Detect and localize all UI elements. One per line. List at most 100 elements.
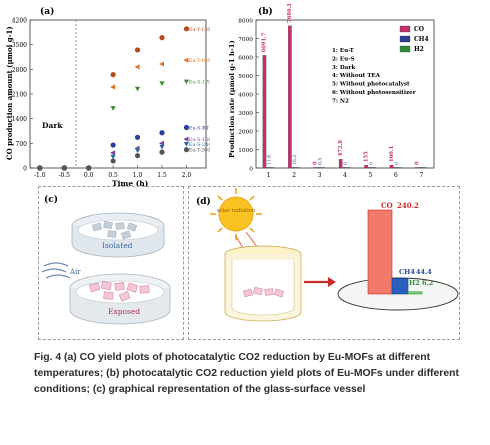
d-ch4-value: 44.4 [416,268,432,276]
b-legend-label: CH4 [414,36,429,43]
chart-b-yticks: 0 1000 2000 3000 4000 5000 6000 7000 8000 [238,19,259,173]
b-ytick-label: 1000 [238,148,253,154]
a-point [183,57,189,63]
b-xtick-label: 3 [318,172,322,179]
b-bar [266,167,271,169]
b-bar [364,165,368,169]
d-co-label: CO [381,201,393,210]
b-bar-label: 0 [414,161,420,165]
panel-d-box [188,186,460,340]
chart-a: (a) Dark CO production amount (μmol g-1)… [5,6,210,188]
chart-a-xticks: -1.0 -0.5 0.0 0.5 1.0 1.5 2.0 [34,165,191,179]
panel-c-label: (c) [44,194,58,205]
isolated-label: Isolated [102,241,133,250]
a-point [183,142,190,147]
b-small-label: 11.6 [267,155,273,165]
b-bar [292,167,296,169]
a-series-label: Eu-S-244 [189,142,210,148]
b-bar [397,167,402,169]
b-bar [423,167,427,169]
a-point [61,165,67,171]
chart-a-xlabel: Time (h) [112,179,148,188]
figure-caption: Fig. 4 (a) CO yield plots of photocataly… [34,350,462,398]
chart-b-legend: CO CH4 H2 [399,25,429,53]
a-point [183,147,190,153]
b-xtick-label: 7 [419,172,423,179]
b-bar-label: 155 [363,151,369,162]
b-bar [288,25,292,169]
chart-b-conditions: 1: Eu-T 2: Eu-S 3: Dark 4: Without TEA 5: Wi… [332,48,416,104]
b-small-label: 0 [343,162,349,165]
d-h2-value: 6.2 [422,279,433,287]
a-point [159,149,165,155]
a-point [86,165,92,171]
b-ytick-label: 7000 [238,37,253,43]
b-ytick-label: 8000 [238,19,253,25]
b-bar-label: 472.8 [338,140,344,157]
b-bar [270,167,275,169]
a-point [159,140,164,146]
a-point [159,61,164,67]
a-xtick-label: 1.5 [157,172,167,179]
b-ytick-label: 4000 [238,93,253,99]
b-bar [415,167,419,169]
b-xtick-label: 5 [368,172,372,179]
isolated-dish: Isolated [71,212,165,258]
d-co-value: 240.2 [397,201,419,210]
a-point [110,150,116,156]
a-point [110,106,116,111]
chart-a-frame [29,19,207,169]
b-bar [317,167,322,169]
a-point [134,148,141,153]
a-series-label: Eu-T-105 [189,58,210,64]
a-point [159,130,165,136]
b-ytick-label: 3000 [238,111,253,117]
b-bar [338,159,343,169]
chart-b: (b) Production rate (μmol g-1 h-1) 01000… [228,3,435,179]
b-legend-swatch [399,35,411,43]
b-condition: 3: Dark [332,65,355,71]
b-bar [296,167,300,169]
a-point [183,136,189,142]
a-point [134,64,140,70]
d-bar [367,209,393,295]
b-condition: 4: Without TEA [332,73,381,79]
a-point [134,86,141,92]
chart-a-series-labels: Eu-T-150Eu-T-105Eu-S-170Eu-S-RTEu-S-150E… [189,27,210,154]
a-ytick-label: 3500 [12,42,27,49]
a-point [37,165,43,171]
a-point [110,142,116,148]
b-bar [368,167,372,169]
b-small-label: 0 [394,162,400,165]
a-point [134,47,141,53]
a-point [183,124,190,131]
process-arrow [304,277,336,287]
b-condition: 6: Without photosensitizer [332,90,416,96]
a-point [159,144,165,150]
b-bar-label: 160.1 [389,145,395,162]
b-condition: 2: Eu-S [332,56,355,62]
b-bar [346,167,351,169]
a-xtick-label: 0.5 [108,172,118,179]
a-point [134,153,141,159]
b-condition: 5: Without photocatalyst [332,82,410,88]
a-ytick-label: 1400 [12,116,27,123]
b-small-label: 0 [368,162,374,165]
b-xtick-label: 1 [267,172,271,179]
a-series-label: Eu-T-150 [189,27,210,33]
sun-text: solar radiation [217,208,256,214]
panel-c: (c) Isolated Air [41,194,171,325]
b-bar [419,167,423,169]
b-small-label: 16.2 [292,155,298,165]
a-xtick-label: -1.0 [34,172,46,179]
chart-b-ylabel: Production rate (μmol g-1 h-1) [228,40,236,158]
b-ytick-label: 2000 [238,130,253,136]
a-series-label: Eu-T-200 [189,148,210,154]
sun-icon: solar radiation [210,188,262,240]
exposed-dish: Exposed [69,273,171,325]
b-xtick-label: 2 [292,172,296,179]
chart-b-xticks: 1 2 3 4 5 6 7 [267,172,424,179]
panel-c-box [38,186,184,340]
air-label: Air [69,268,81,276]
